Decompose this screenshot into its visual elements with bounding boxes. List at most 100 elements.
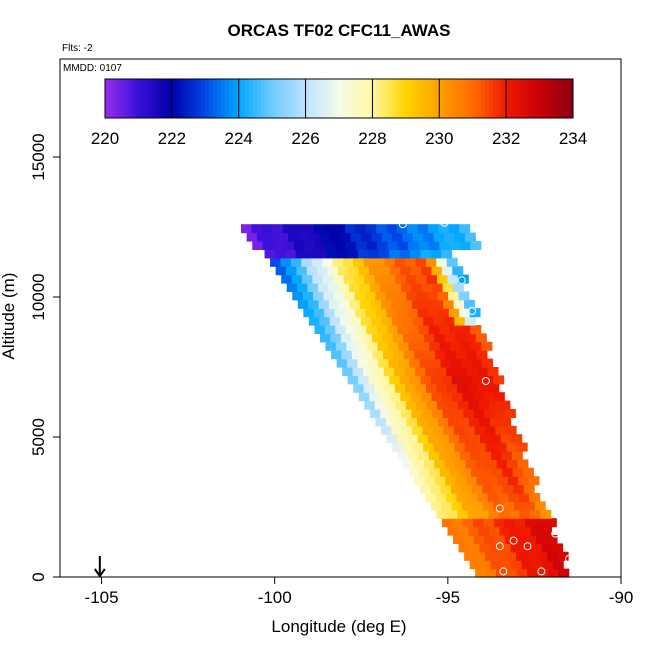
heatmap-cell [500, 560, 512, 570]
heatmap-cell [427, 291, 439, 301]
heatmap-cell [489, 526, 501, 536]
colorbar-swatch [525, 79, 530, 118]
heatmap-cell [407, 434, 419, 444]
heatmap-cell [501, 451, 513, 460]
colorbar-swatch [209, 79, 214, 118]
colorbar-swatch [133, 79, 138, 118]
heatmap-cell [406, 417, 418, 427]
heatmap-cell [477, 383, 489, 393]
heatmap-cell [432, 409, 444, 418]
heatmap-cell [358, 392, 370, 402]
heatmap-cell [381, 232, 393, 242]
colorbar-tick-label: 222 [158, 129, 186, 148]
heatmap-cell [443, 316, 455, 326]
colorbar-swatch [253, 79, 258, 118]
heatmap-cell [547, 568, 559, 578]
heatmap-cell [495, 551, 507, 561]
heatmap-cell [473, 535, 485, 544]
heatmap-cell [447, 400, 459, 410]
axes: -105 -100 -95 -90 0 5000 10000 15000 [29, 133, 633, 607]
heatmap-cell [340, 333, 352, 343]
heatmap-cell [306, 266, 318, 276]
heatmap-cell [499, 526, 511, 536]
heatmap-cell [463, 535, 475, 544]
heatmap-cell [380, 425, 392, 435]
heatmap-cell [450, 358, 462, 368]
colorbar-tick-label: 228 [358, 129, 386, 148]
heatmap-cell [349, 299, 361, 309]
heatmap-cell [428, 325, 440, 334]
heatmap-cell [490, 560, 502, 570]
colorbar-swatch [189, 79, 194, 118]
heatmap-cell [482, 484, 494, 494]
heatmap-cell [504, 409, 516, 418]
heatmap-cell [385, 417, 397, 427]
heatmap-cell [423, 333, 435, 343]
heatmap-cell [552, 543, 564, 553]
heatmap-cell [464, 425, 476, 435]
heatmap-cell [457, 526, 469, 536]
heatmap-cell [428, 434, 440, 444]
heatmap-cell [358, 249, 370, 259]
colorbar-swatch [129, 79, 134, 118]
heatmap-cell [386, 308, 398, 318]
heatmap-cell [401, 299, 413, 309]
colorbar-swatch [529, 79, 534, 118]
heatmap-cell [472, 375, 484, 385]
sample-points [398, 207, 605, 576]
x-tick-label: -95 [436, 588, 461, 607]
colorbar-swatch [261, 79, 266, 118]
heatmap-cell [522, 467, 534, 477]
heatmap-cell [324, 325, 336, 334]
sample-point [499, 567, 508, 576]
heatmap-cell [283, 241, 295, 250]
colorbar-swatch [293, 79, 298, 118]
heatmap-cell [419, 484, 431, 494]
heatmap-cell [440, 484, 452, 494]
heatmap-cell [396, 224, 408, 234]
heatmap-cell [457, 509, 469, 519]
heatmap-cell [428, 241, 440, 250]
heatmap-cell [394, 383, 406, 393]
heatmap-cell [471, 467, 483, 477]
colorbar-swatch [217, 79, 222, 118]
sample-point [481, 377, 490, 385]
heatmap-cell [380, 409, 392, 418]
heatmap-cell [308, 232, 320, 242]
heatmap-cell [453, 299, 465, 309]
heatmap-cell [355, 224, 367, 234]
heatmap-cell [515, 535, 527, 544]
heatmap-cell [399, 249, 411, 259]
colorbar-swatch [429, 79, 434, 118]
heatmap-cell [470, 325, 482, 334]
heatmap-cell [451, 501, 463, 511]
heatmap-cell [433, 442, 445, 452]
heatmap-cell [488, 509, 500, 519]
heatmap-cell [437, 291, 449, 301]
heatmap-cell [371, 232, 383, 242]
heatmap-cell [333, 274, 345, 284]
colorbar-swatch [145, 79, 150, 118]
heatmap-cell [385, 400, 397, 410]
heatmap-cell [437, 400, 449, 410]
heatmap-cell [376, 308, 388, 318]
heatmap-cell [505, 425, 517, 435]
colorbar-swatch [377, 79, 382, 118]
colorbar-tick-label: 230 [425, 129, 453, 148]
heatmap-cell [541, 543, 553, 553]
heatmap-cell [530, 526, 542, 536]
colorbar-swatch [321, 79, 326, 118]
heatmap-cell [382, 333, 394, 343]
heatmap-cell [438, 434, 450, 444]
heatmap-cell [365, 308, 377, 318]
heatmap-cell [444, 232, 456, 242]
heatmap-cell [267, 232, 279, 242]
heatmap-cell [295, 249, 307, 259]
heatmap-cell [443, 299, 455, 309]
heatmap-cell [436, 257, 448, 267]
heatmap-cell [402, 316, 414, 326]
heatmap-cell [297, 283, 309, 292]
colorbar-swatch [381, 79, 386, 118]
heatmap-cell [288, 232, 300, 242]
heatmap-cell [370, 299, 382, 309]
